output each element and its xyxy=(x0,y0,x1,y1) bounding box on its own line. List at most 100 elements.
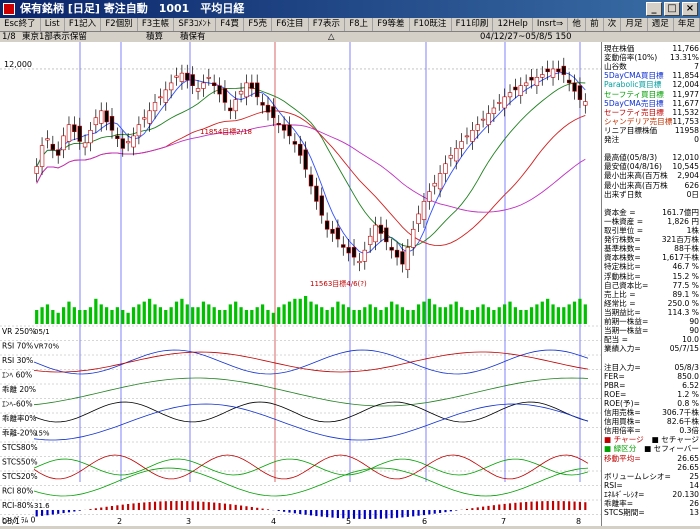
minimize-button[interactable]: _ xyxy=(646,2,662,16)
histogram-bar xyxy=(57,510,59,514)
fkey-button-19[interactable]: 月足 xyxy=(621,18,647,31)
indicator-sublabel: 31.6 xyxy=(34,502,50,510)
fkey-button-15[interactable]: Insrt⇒ xyxy=(533,18,568,31)
info-row: 資本株数=1,617千株 xyxy=(604,253,699,262)
volume-bar xyxy=(40,307,43,324)
fkey-button-8[interactable]: F6注目 xyxy=(272,18,309,31)
fkey-button-9[interactable]: F7表示 xyxy=(309,18,346,31)
histogram-bar xyxy=(288,510,290,513)
histogram-bar xyxy=(106,507,108,510)
info-row: ■ チャージ■ セチャージ xyxy=(604,435,699,444)
fkey-button-17[interactable]: 前 xyxy=(586,18,604,31)
volume-bar xyxy=(476,307,479,324)
candle-body xyxy=(422,201,426,219)
info-key: 最安値(04/8/16) xyxy=(604,162,662,171)
info-key: PBR= xyxy=(604,381,625,390)
volume-bar xyxy=(455,302,458,324)
fkey-button-2[interactable]: F1記入 xyxy=(65,18,102,31)
histogram-bar xyxy=(557,501,559,510)
volume-bar xyxy=(379,310,382,324)
fkey-button-18[interactable]: 次 xyxy=(604,18,622,31)
fkey-button-13[interactable]: F11印刷 xyxy=(452,18,494,31)
volume-bar xyxy=(159,307,162,324)
info-key: 当期一株益= xyxy=(604,326,648,335)
info-key: 基準株数= xyxy=(604,244,641,253)
candle-body xyxy=(514,87,518,90)
histogram-bar xyxy=(520,502,522,510)
volume-bar xyxy=(482,304,485,324)
histogram-bar xyxy=(100,508,102,510)
candle-body xyxy=(126,141,130,142)
candle-body xyxy=(293,141,297,144)
fkey-button-12[interactable]: F10既注 xyxy=(410,18,452,31)
histogram-bar xyxy=(455,510,457,511)
candle-body xyxy=(487,114,491,125)
fkey-button-1[interactable]: List xyxy=(41,18,65,31)
info-row xyxy=(604,353,699,362)
volume-bar xyxy=(245,310,248,324)
fkey-button-4[interactable]: F3主帳 xyxy=(138,18,175,31)
info-value: 11958 xyxy=(675,126,699,135)
fkey-button-5[interactable]: SF3ｺﾒﾝﾄ xyxy=(174,18,216,31)
info-value: 1,826 円 xyxy=(667,217,699,226)
candle-body xyxy=(218,86,222,94)
x-tick-label: 5 xyxy=(346,517,351,526)
info-key: 売上比 = xyxy=(604,290,636,299)
volume-bar xyxy=(132,307,135,324)
candle-body xyxy=(271,107,275,118)
info-row: RSI=14 xyxy=(604,481,699,490)
volume-bar xyxy=(35,310,38,324)
info-row: FER=850.0 xyxy=(604,372,699,381)
histogram-bar xyxy=(536,501,538,510)
candle-body xyxy=(374,225,378,242)
volume-bar xyxy=(299,299,302,324)
fkey-button-6[interactable]: F4買 xyxy=(216,18,244,31)
info-bar: 1/8 東京1部表示保留 積算 積保有 △ 04/12/27~05/8/5 15… xyxy=(0,32,700,42)
candle-body xyxy=(401,252,405,265)
volume-bar xyxy=(374,307,377,324)
fkey-button-16[interactable]: 他 xyxy=(568,18,586,31)
info-key: STCS期間= xyxy=(604,508,645,517)
histogram-bar xyxy=(299,510,301,514)
histogram-bar xyxy=(509,503,511,510)
volume-bar xyxy=(568,304,571,324)
fkey-button-3[interactable]: F2個別 xyxy=(101,18,138,31)
fkey-button-7[interactable]: F5売 xyxy=(244,18,272,31)
volume-bar xyxy=(46,304,49,324)
fkey-button-20[interactable]: 週足 xyxy=(648,18,674,31)
histogram-bar xyxy=(79,510,81,511)
candle-body xyxy=(142,118,146,119)
info-value: 250.0 % xyxy=(668,299,699,308)
maximize-button[interactable]: □ xyxy=(664,2,680,16)
fkey-button-0[interactable]: Esc終了 xyxy=(0,18,41,31)
histogram-bar xyxy=(547,501,549,510)
period-label: 04/12/27~05/8/5 150 xyxy=(480,32,572,42)
candle-body xyxy=(320,196,324,216)
indicator-label: 乖離 20% xyxy=(2,384,36,394)
fkey-button-11[interactable]: F9等差 xyxy=(373,18,410,31)
info-key: 信用買株= xyxy=(604,417,641,426)
histogram-bar xyxy=(186,501,188,510)
candle-body xyxy=(557,69,561,72)
close-button[interactable]: × xyxy=(682,2,698,16)
volume-bar xyxy=(143,302,146,324)
info-value: 11,677 xyxy=(672,99,699,108)
info-key: 最高値(05/8/3) xyxy=(604,153,657,162)
histogram-bar xyxy=(541,501,543,510)
volume-bar xyxy=(213,307,216,324)
candle-body xyxy=(261,102,265,105)
histogram-bar xyxy=(305,510,307,515)
info-row: 発行株数=321百万株 xyxy=(604,235,699,244)
volume-bar xyxy=(266,310,269,324)
candle-body xyxy=(476,125,480,131)
fkey-button-14[interactable]: 12Help xyxy=(493,18,532,31)
info-row: 取引単位 =1株 xyxy=(604,226,699,235)
fkey-button-21[interactable]: 年足 xyxy=(674,18,700,31)
fkey-button-10[interactable]: F8上 xyxy=(345,18,373,31)
info-row xyxy=(604,199,699,208)
info-value: 82.6千株 xyxy=(667,417,699,426)
